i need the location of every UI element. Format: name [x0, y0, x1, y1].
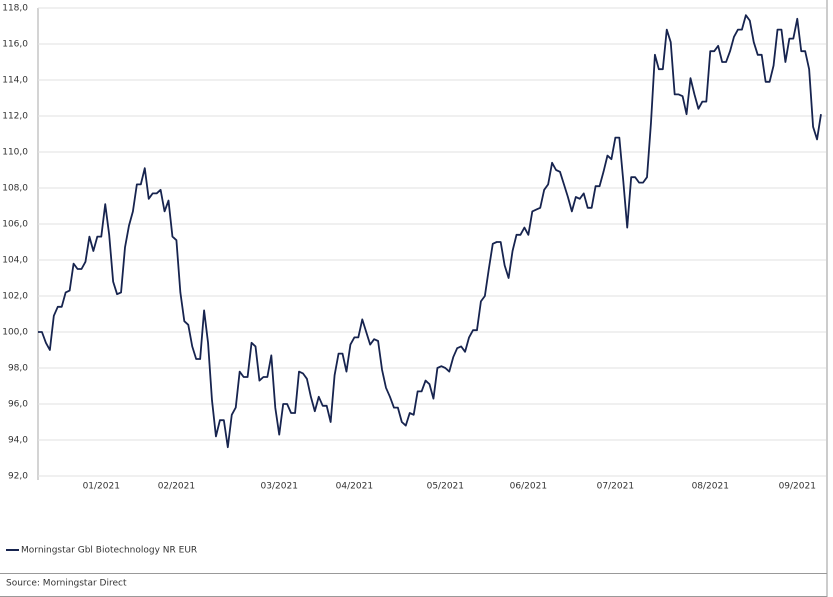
y-tick-label: 112,0 [2, 112, 28, 122]
x-tick-label: 01/2021 [83, 482, 120, 492]
x-tick-label: 09/2021 [779, 482, 816, 492]
x-tick-label: 02/2021 [158, 482, 195, 492]
x-tick-label: 04/2021 [336, 482, 373, 492]
y-tick-label: 108,0 [2, 184, 28, 194]
y-tick-label: 98,0 [8, 364, 28, 374]
line [38, 14, 822, 449]
x-tick-label: 07/2021 [597, 482, 634, 492]
y-tick-label: 94,0 [8, 436, 28, 446]
y-tick-label: 110,0 [2, 148, 28, 158]
y-tick-label: 100,0 [2, 328, 28, 338]
x-tick-label: 08/2021 [692, 482, 729, 492]
legend-label: Morningstar Gbl Biotechnology NR EUR [21, 546, 197, 556]
source: Source: Morningstar Direct [6, 579, 127, 589]
y-tick-label: 96,0 [8, 400, 28, 410]
y-tick-label: 104,0 [2, 256, 28, 266]
y-tick-label: 114,0 [2, 76, 28, 86]
x-tick-label: 03/2021 [261, 482, 298, 492]
x-tick-label: 06/2021 [510, 482, 547, 492]
y-tick-label: 118,0 [2, 4, 28, 14]
x-tick-label: 05/2021 [427, 482, 464, 492]
y-tick-label: 106,0 [2, 220, 28, 230]
y-tick-label: 92,0 [8, 472, 28, 482]
y-tick-label: 102,0 [2, 292, 28, 302]
y-tick-label: 116,0 [2, 40, 28, 50]
